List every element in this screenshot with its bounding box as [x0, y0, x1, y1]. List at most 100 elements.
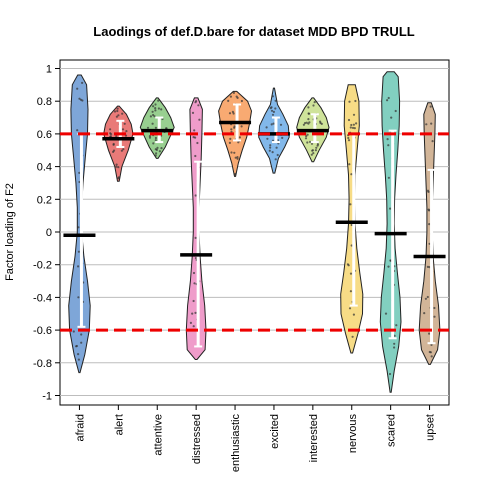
data-point: [151, 122, 154, 125]
data-point: [347, 118, 351, 122]
data-point: [228, 112, 232, 115]
data-point: [115, 135, 118, 138]
data-point: [387, 96, 390, 100]
data-point: [433, 306, 436, 310]
data-point: [279, 123, 283, 126]
data-point: [230, 128, 233, 131]
data-point: [305, 135, 308, 138]
data-point: [265, 126, 268, 129]
data-point: [314, 149, 317, 152]
data-point: [109, 133, 113, 136]
data-point: [80, 333, 83, 336]
data-point: [228, 141, 231, 144]
data-point: [154, 103, 157, 106]
data-point: [355, 122, 358, 125]
y-tick-label: -1: [42, 391, 52, 403]
data-point: [430, 343, 433, 346]
data-point: [157, 107, 160, 110]
data-point: [426, 265, 429, 268]
data-point: [351, 335, 354, 338]
data-point: [389, 207, 392, 210]
data-point: [197, 104, 200, 107]
x-tick-label: upset: [425, 414, 437, 441]
y-axis-label: Factor loading of F2: [4, 183, 16, 281]
data-point: [346, 263, 349, 266]
y-tick-label: 0.6: [37, 129, 52, 141]
data-point: [112, 149, 116, 152]
data-point: [195, 100, 198, 103]
data-point: [192, 299, 195, 303]
data-point: [122, 148, 125, 151]
data-point: [194, 194, 197, 197]
data-point: [310, 142, 314, 145]
violin-nervous: [335, 84, 368, 354]
data-point: [121, 112, 124, 115]
data-point: [234, 172, 237, 175]
data-point: [319, 120, 322, 123]
reference-lines: [60, 132, 449, 332]
data-point: [272, 110, 275, 113]
data-point: [240, 125, 243, 128]
data-point: [272, 122, 275, 125]
violin-body: [68, 74, 91, 374]
data-point: [433, 315, 436, 318]
data-point: [350, 173, 353, 176]
data-point: [77, 296, 80, 299]
data-point: [270, 109, 274, 112]
data-point: [154, 136, 157, 140]
data-point: [77, 250, 80, 253]
data-point: [384, 312, 388, 315]
data-point: [274, 158, 277, 161]
data-point: [425, 123, 428, 126]
data-point: [353, 127, 356, 130]
data-point: [427, 190, 430, 193]
data-point: [302, 123, 305, 126]
y-tick-label: -0.2: [33, 260, 52, 272]
data-point: [198, 118, 201, 121]
data-point: [276, 153, 279, 157]
data-point: [232, 91, 235, 94]
data-point: [312, 104, 315, 107]
data-point: [394, 109, 397, 113]
data-point: [275, 146, 278, 149]
data-point: [240, 99, 243, 103]
data-point: [227, 99, 230, 102]
data-point: [194, 136, 197, 139]
data-point: [76, 87, 79, 90]
data-point: [117, 166, 120, 169]
data-point: [310, 153, 313, 156]
data-point: [192, 271, 196, 275]
data-point: [349, 203, 352, 206]
data-point: [304, 137, 308, 140]
chart-title: Laodings of def.D.bare for dataset MDD B…: [93, 24, 414, 39]
data-point: [121, 128, 125, 131]
data-point: [154, 148, 157, 151]
data-point: [234, 156, 237, 159]
data-point: [81, 81, 84, 84]
data-point: [395, 324, 398, 327]
y-tick-label: 1: [46, 64, 52, 76]
data-point: [270, 123, 273, 126]
violin-interested: [296, 97, 330, 163]
data-point: [146, 126, 150, 129]
y-tick-label: -0.4: [33, 292, 52, 304]
data-point: [77, 353, 80, 356]
data-point: [424, 297, 427, 300]
data-point: [316, 143, 320, 146]
data-point: [269, 107, 272, 110]
x-tick-label: enthusiastic: [230, 414, 242, 473]
data-point: [115, 115, 118, 118]
x-tick-label: alert: [113, 414, 125, 435]
data-point: [427, 208, 430, 211]
data-point: [160, 147, 163, 150]
data-point: [149, 115, 152, 118]
data-point: [266, 137, 269, 140]
data-point: [148, 135, 151, 138]
violin-body: [185, 97, 207, 360]
data-point: [229, 95, 232, 98]
data-point: [154, 139, 157, 142]
data-point: [193, 129, 196, 132]
violin-body: [258, 87, 290, 174]
data-point: [236, 156, 239, 159]
